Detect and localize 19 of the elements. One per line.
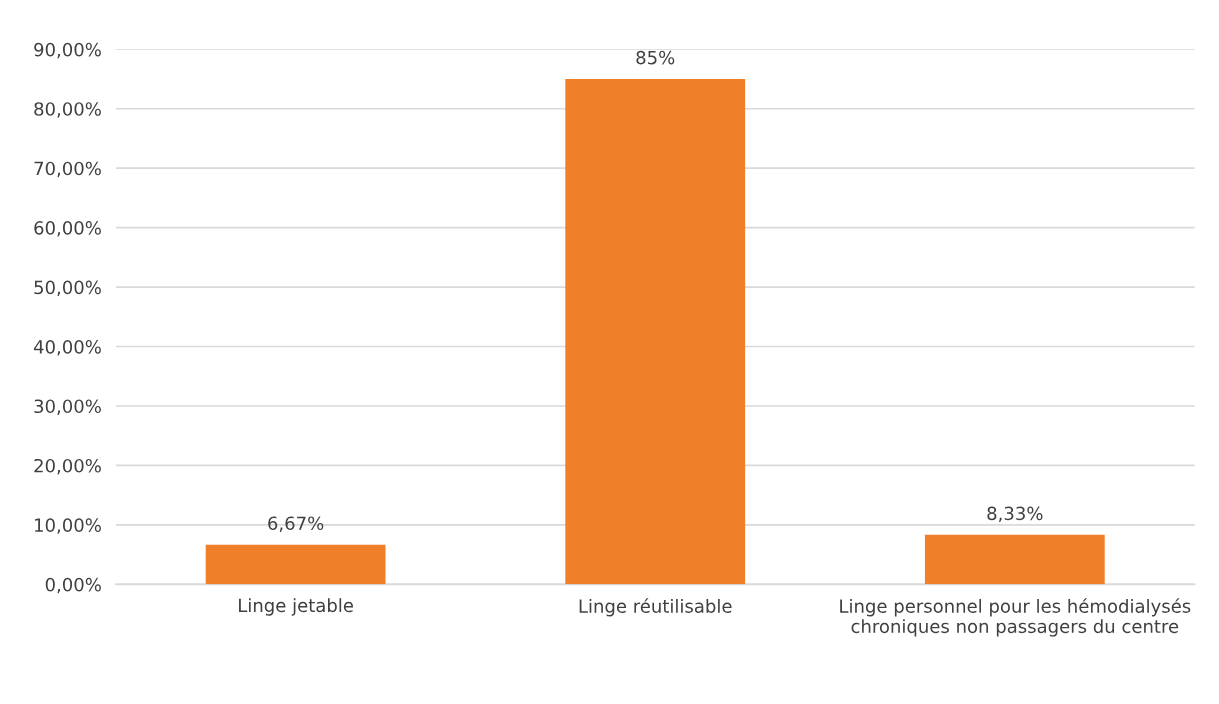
data-label: 6,67% <box>268 516 324 532</box>
data-label: 8,33% <box>987 506 1043 523</box>
y-tick-label: 30,00% <box>34 399 101 415</box>
data-label: 85% <box>636 50 675 65</box>
y-tick-label: 20,00% <box>34 458 101 475</box>
y-tick-label: 50,00% <box>34 280 101 297</box>
y-tick-label: 60,00% <box>34 221 101 237</box>
bar <box>565 79 746 585</box>
y-tick-label: 90,00% <box>34 42 101 59</box>
y-tick-label: 10,00% <box>35 518 101 534</box>
y-tick-label: 40,00% <box>33 339 101 356</box>
y-tick-label: 80,00% <box>34 102 101 118</box>
y-tick-label: 0,00% <box>45 577 101 594</box>
x-tick-label: Linge personnel pour les hémodialysés chroniques non passagers du centre <box>840 598 1191 637</box>
bar <box>205 544 386 585</box>
bar <box>924 534 1105 585</box>
x-tick-label: Linge réutilisable <box>579 598 732 617</box>
x-tick-label: Linge jetable <box>239 598 353 616</box>
y-tick-label: 70,00% <box>34 161 101 178</box>
